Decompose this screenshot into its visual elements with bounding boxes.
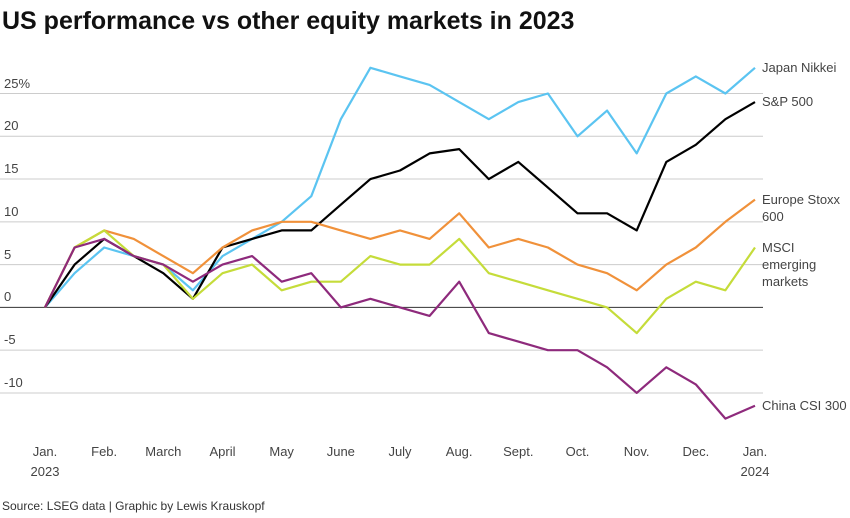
- y-tick-label: -10: [4, 373, 26, 391]
- legend-label: MSCI emerging markets: [762, 239, 817, 289]
- y-tick-label: 25%: [4, 74, 34, 92]
- x-tick-label: March: [145, 444, 182, 459]
- legend-label: Japan Nikkei: [762, 59, 837, 75]
- y-tick-label: 10: [4, 202, 22, 220]
- x-tick-label: Jan. 2024: [740, 444, 770, 479]
- x-tick-label: Jan. 2023: [30, 444, 60, 479]
- x-tick-label: July: [388, 444, 412, 459]
- legend-label: China CSI 300: [762, 397, 847, 413]
- series-line: [44, 66, 756, 309]
- series-line: [44, 237, 756, 420]
- y-tick-label: 5: [4, 245, 15, 263]
- x-tick-label: Dec.: [682, 444, 710, 459]
- legend-label: S&P 500: [762, 94, 814, 110]
- series-line: [44, 198, 756, 308]
- series-line: [44, 101, 756, 309]
- y-tick-label: -5: [4, 331, 19, 349]
- x-tick-label: Sept.: [503, 444, 534, 459]
- x-tick-label: April: [209, 444, 236, 459]
- x-tick-label: Feb.: [91, 444, 118, 459]
- chart-title: US performance vs other equity markets i…: [2, 7, 575, 35]
- x-tick-label: Nov.: [623, 444, 650, 459]
- y-tick-label: 0: [4, 288, 15, 306]
- source: Source: LSEG data | Graphic by Lewis Kra…: [2, 499, 265, 513]
- x-tick-label: Aug.: [445, 444, 473, 459]
- y-tick-label: 15: [4, 160, 22, 178]
- x-tick-label: May: [269, 444, 294, 459]
- series-line: [44, 229, 756, 335]
- x-tick-label: Oct.: [565, 444, 590, 459]
- legend-label: Europe Stoxx 600: [762, 191, 841, 224]
- y-tick-label: 20: [4, 117, 22, 135]
- x-tick-label: June: [326, 444, 355, 459]
